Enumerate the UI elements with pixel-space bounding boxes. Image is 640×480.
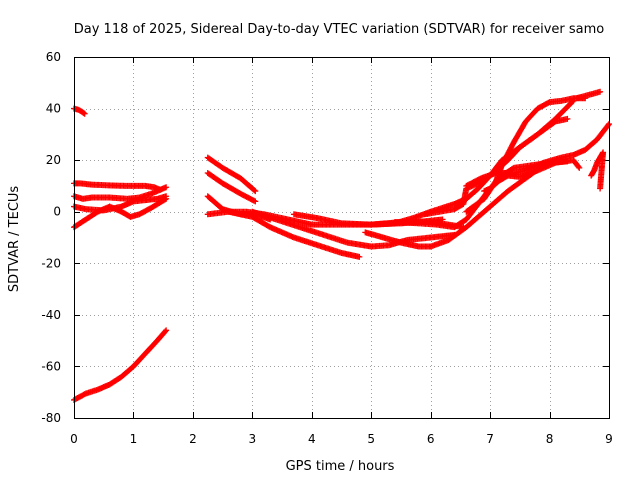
chart-title: Day 118 of 2025, Sidereal Day-to-day VTE… (74, 22, 605, 37)
series-s11 (225, 208, 363, 260)
data-point (161, 196, 168, 203)
y-axis-label: SDTVAR / TECUs (7, 186, 22, 293)
y-tick-label: 20 (46, 153, 61, 167)
x-tick-label: 9 (605, 432, 613, 446)
y-tick-label: -60 (41, 359, 61, 373)
data-point (162, 328, 169, 335)
x-axis-label: GPS time / hours (286, 459, 395, 474)
y-tick-label: 60 (46, 50, 61, 64)
data-point (163, 327, 170, 334)
x-tick-label: 7 (486, 432, 494, 446)
series-s5 (71, 195, 170, 231)
x-tick-label: 4 (308, 432, 316, 446)
data-point (597, 185, 604, 192)
series-s7 (204, 154, 259, 195)
data-point (575, 163, 582, 170)
series-s3 (71, 184, 170, 202)
series-s2 (71, 180, 164, 193)
x-tick-label: 6 (427, 432, 435, 446)
data-point (597, 88, 604, 95)
data-point (605, 122, 612, 129)
data-points (71, 88, 612, 403)
data-point (163, 184, 170, 191)
tick-labels: 0 1 2 3 4 5 6 7 8 9 -80 -60 -40 -20 0 20 40 60 (41, 50, 612, 446)
data-point (81, 110, 88, 117)
series-s21 (573, 88, 604, 102)
y-tick-label: 40 (46, 102, 61, 116)
data-point (576, 164, 583, 171)
data-point (163, 195, 170, 202)
data-point (251, 187, 258, 194)
data-point (564, 115, 571, 122)
x-tick-label: 2 (189, 432, 197, 446)
x-tick-label: 8 (546, 432, 554, 446)
data-point (356, 253, 363, 260)
data-point (252, 188, 259, 195)
x-tick-label: 5 (367, 432, 375, 446)
data-point (439, 216, 446, 223)
y-tick-label: -40 (41, 308, 61, 322)
x-tick-label: 1 (130, 432, 138, 446)
series-s22 (588, 149, 607, 192)
y-tick-label: -20 (41, 256, 61, 270)
plot-frame (74, 57, 610, 419)
x-tick-label: 3 (249, 432, 257, 446)
series-s8 (204, 170, 259, 205)
x-tick-label: 0 (70, 432, 78, 446)
y-tick-label: 0 (53, 205, 61, 219)
y-tick-label: -80 (41, 411, 61, 425)
data-point (252, 198, 259, 205)
